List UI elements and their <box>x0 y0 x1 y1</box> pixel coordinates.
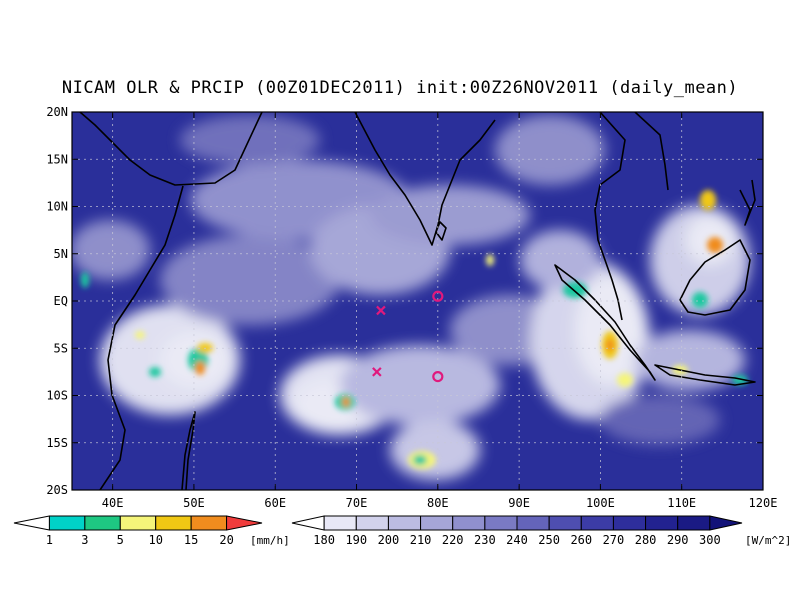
colorbar-tick-label: 270 <box>603 533 625 547</box>
colorbar-tick-label: 180 <box>313 533 335 547</box>
lat-tick-label: 5S <box>54 341 68 355</box>
colorbar-unit-label: [W/m^2] <box>745 534 791 547</box>
colorbar-segment <box>580 515 614 531</box>
lon-tick-label: 110E <box>667 496 696 510</box>
colorbar-segment <box>387 515 422 531</box>
x-marker <box>372 367 382 377</box>
axis-ticks <box>72 111 764 491</box>
java-coastline <box>654 364 756 386</box>
india-coastline <box>354 112 496 246</box>
colorbar-segment <box>48 515 86 531</box>
colorbar-segment <box>612 515 647 531</box>
o-marker <box>432 290 444 302</box>
colorbar-unit-label: [mm/h] <box>250 534 290 547</box>
colorbar-segment <box>323 515 357 531</box>
lon-tick-label: 90E <box>508 496 530 510</box>
colorbar-tick-label: 15 <box>184 533 198 547</box>
figure-title: NICAM OLR & PRCIP (00Z01DEC2011) init:00… <box>61 78 739 98</box>
olr-colorbar: 180 190 200 210 220 230 240 250 260 270 280 290 300 [… <box>291 515 791 547</box>
colorbar-tick-label: 250 <box>538 533 560 547</box>
colorbar-tick-label: 200 <box>378 533 400 547</box>
longitude-axis: 40E 50E 60E 70E 80E 90E 100E 110E 120E <box>102 496 778 510</box>
colorbar-tick-label: 290 <box>667 533 689 547</box>
lat-tick-label: EQ <box>54 294 68 308</box>
colorbar-tick-label: 260 <box>570 533 592 547</box>
colorbar-tick-label: 10 <box>148 533 162 547</box>
colorbar-tick-label: 240 <box>506 533 528 547</box>
lon-tick-label: 60E <box>264 496 286 510</box>
madagascar-coastline <box>181 411 196 490</box>
colorbar-tick-label: 220 <box>442 533 464 547</box>
precip-cells <box>81 190 748 469</box>
lon-tick-label: 40E <box>102 496 124 510</box>
coastlines <box>79 112 756 490</box>
colorbar-segment <box>155 515 192 531</box>
colorbar-segment <box>420 515 454 531</box>
lon-tick-label: 80E <box>427 496 449 510</box>
lon-tick-label: 100E <box>586 496 615 510</box>
colorbar-tick-label: 190 <box>345 533 367 547</box>
lat-tick-label: 20N <box>46 105 68 119</box>
colorbar-segment <box>516 515 550 531</box>
colorbar-segment <box>355 515 389 531</box>
borneo-coastline <box>679 239 751 316</box>
lon-tick-label: 70E <box>346 496 368 510</box>
lat-tick-label: 15S <box>46 436 68 450</box>
colorbar-segment <box>190 515 228 531</box>
colorbar-segment <box>119 515 157 531</box>
sumatra-coastline <box>554 264 656 381</box>
colorbar-arrow-left <box>291 515 325 531</box>
burma-malaysia-coastline <box>594 112 669 321</box>
colorbar-arrow-right <box>226 515 263 531</box>
sri-lanka-coastline <box>435 221 447 241</box>
lat-tick-label: 10S <box>46 389 68 403</box>
lat-tick-label: 5N <box>54 247 68 261</box>
colorbar-arrow-right <box>709 515 743 531</box>
precip-colorbar: 1 3 5 10 15 20 [mm/h] <box>13 515 290 547</box>
colorbar-segment <box>484 515 518 531</box>
colorbar-tick-label: 1 <box>46 533 53 547</box>
africa-arabia-coastline <box>79 112 263 490</box>
colorbar-segment <box>645 515 679 531</box>
colorbar-tick-label: 20 <box>219 533 233 547</box>
colorbar-arrow-left <box>13 515 50 531</box>
latitude-axis: 20N 15N 10N 5N EQ 5S 10S 15S 20S <box>46 105 68 497</box>
station-markers <box>372 290 444 383</box>
lat-tick-label: 10N <box>46 200 68 214</box>
colorbar-tick-label: 280 <box>635 533 657 547</box>
colorbar-segment <box>548 515 582 531</box>
colorbar-segment <box>452 515 486 531</box>
colorbar-segment <box>677 515 711 531</box>
colorbar-tick-label: 230 <box>474 533 496 547</box>
colorbar-tick-label: 3 <box>81 533 88 547</box>
colorbar-tick-label: 5 <box>117 533 124 547</box>
x-marker <box>376 305 386 316</box>
colorbar-tick-label: 210 <box>410 533 432 547</box>
lat-tick-label: 15N <box>46 152 68 166</box>
philippines-coastline <box>739 179 756 226</box>
o-marker <box>432 371 444 383</box>
olr-field <box>72 112 763 490</box>
colorbar-tick-label: 300 <box>699 533 721 547</box>
lat-tick-label: 20S <box>46 483 68 497</box>
lon-tick-label: 120E <box>749 496 778 510</box>
lon-tick-label: 50E <box>183 496 205 510</box>
lat-lon-grid <box>72 112 763 490</box>
colorbar-segment <box>84 515 121 531</box>
